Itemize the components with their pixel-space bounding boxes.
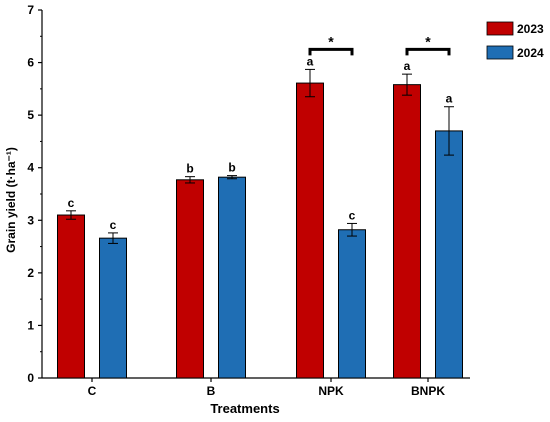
significance-letter: c <box>349 208 356 222</box>
significance-star: * <box>425 33 431 49</box>
bar-2024-C <box>99 237 127 379</box>
x-tick-label: NPK <box>318 384 344 398</box>
y-axis-label: Grain yield (t·ha⁻¹) <box>4 147 18 253</box>
legend-label-2023: 2023 <box>517 22 544 36</box>
y-tick-label: 1 <box>27 318 34 332</box>
bar-2024-NPK <box>338 229 366 379</box>
significance-letter: a <box>404 59 411 73</box>
y-tick-label: 5 <box>27 108 34 122</box>
significance-letter: c <box>68 196 75 210</box>
y-tick-label: 7 <box>27 3 34 17</box>
legend-label-2024: 2024 <box>517 46 544 60</box>
y-tick-label: 3 <box>27 213 34 227</box>
bar-2024-BNPK <box>435 130 463 379</box>
x-tick-label: BNPK <box>411 384 445 398</box>
y-tick-label: 4 <box>27 161 34 175</box>
bar-2024-B <box>218 176 246 379</box>
y-tick-label: 6 <box>27 56 34 70</box>
legend-swatch-2024 <box>486 45 514 60</box>
x-tick-label: B <box>207 384 216 398</box>
significance-letter: a <box>307 54 314 68</box>
significance-letter: c <box>110 218 117 232</box>
bar-2023-C <box>57 214 85 379</box>
significance-letter: b <box>228 161 235 175</box>
x-axis-label: Treatments <box>210 401 279 416</box>
bar-2023-B <box>176 179 204 379</box>
bar-2023-NPK <box>296 82 324 379</box>
significance-letter: a <box>446 92 453 106</box>
x-tick-label: C <box>88 384 97 398</box>
significance-letter: b <box>186 162 193 176</box>
bar-2023-BNPK <box>393 84 421 379</box>
y-tick-label: 0 <box>27 371 34 385</box>
significance-star: * <box>328 33 334 49</box>
legend-swatch-2023 <box>486 21 514 36</box>
significance-bracket <box>308 47 354 56</box>
y-tick-label: 2 <box>27 266 34 280</box>
significance-bracket <box>405 47 451 56</box>
